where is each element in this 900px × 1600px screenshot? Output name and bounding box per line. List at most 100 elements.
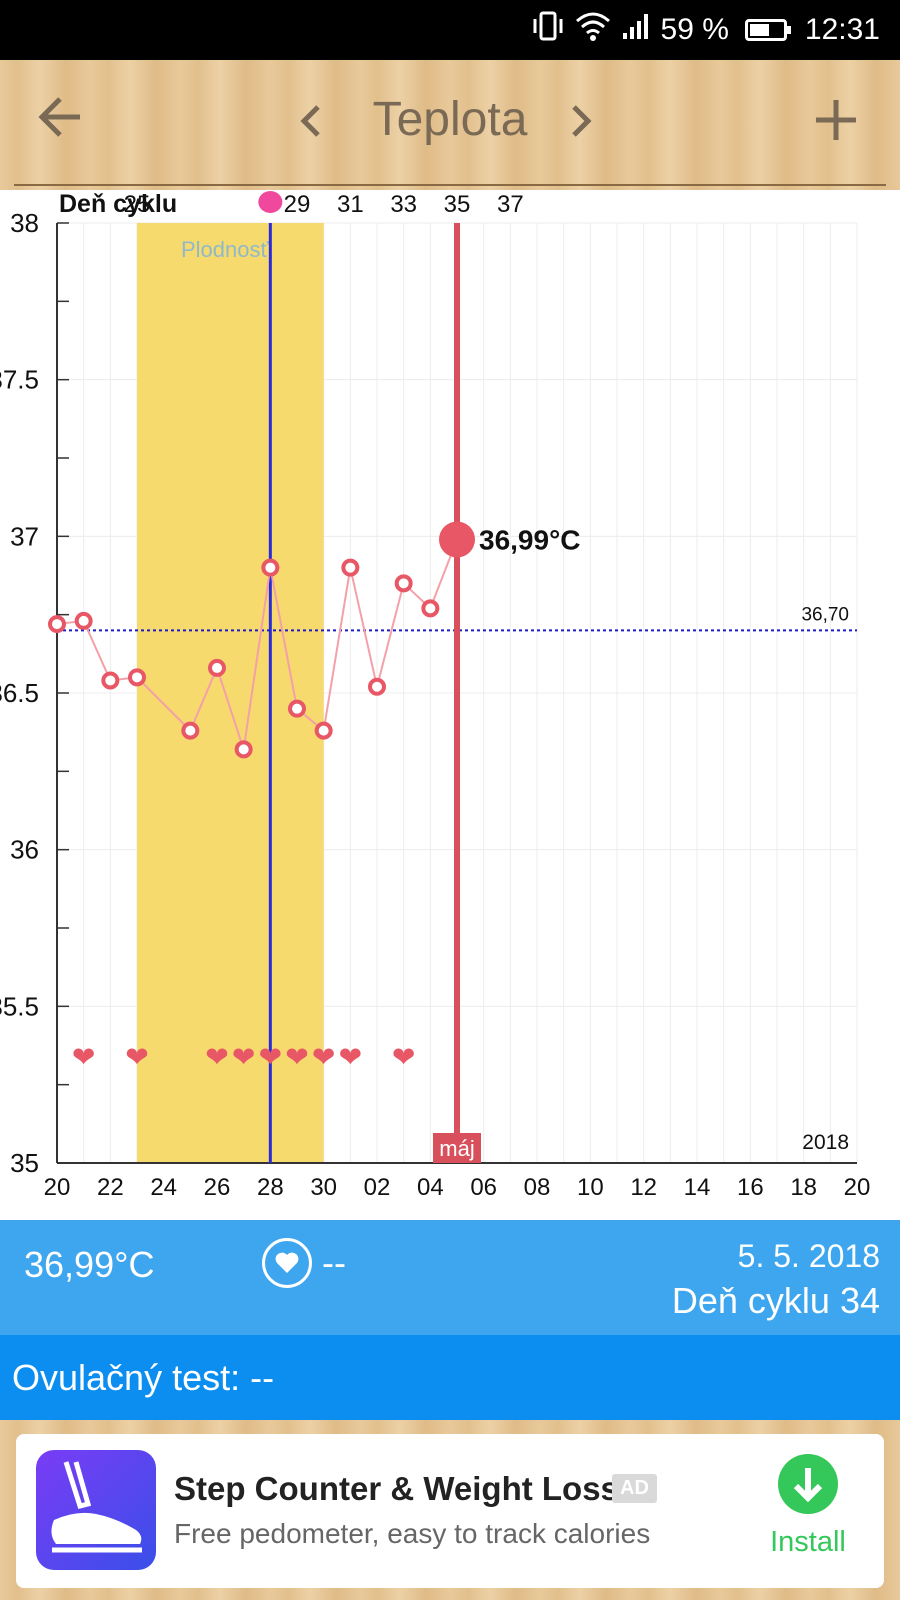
cycle-day: Deň cyklu 34 bbox=[671, 1280, 880, 1321]
x-tick-label: 20 bbox=[844, 1174, 871, 1201]
cycle-day-tick: 35 bbox=[444, 191, 471, 218]
install-button[interactable]: Install bbox=[770, 1526, 846, 1558]
x-tick-label: 16 bbox=[737, 1174, 764, 1201]
heart-icon[interactable] bbox=[262, 1238, 312, 1288]
x-tick-label: 04 bbox=[417, 1174, 444, 1201]
wifi-icon bbox=[575, 11, 611, 49]
cycle-day-tick: 31 bbox=[337, 191, 364, 218]
download-icon[interactable] bbox=[778, 1454, 838, 1514]
temperature-point bbox=[181, 721, 200, 740]
fertility-label: Plodnosť bbox=[181, 237, 270, 262]
intercourse-heart-icon: ❤ bbox=[259, 1040, 282, 1073]
x-tick-label: 14 bbox=[684, 1174, 711, 1201]
temperature-chart[interactable]: Plodnosť 35 35.5 36 36.5 37 37.5 38 20 22 24 26 28 30… bbox=[0, 190, 900, 1220]
prev-button[interactable] bbox=[298, 98, 324, 150]
intercourse-heart-icon: ❤ bbox=[232, 1040, 255, 1073]
battery-text: 59 % bbox=[660, 13, 729, 46]
status-bar: 59 % 12:31 bbox=[0, 0, 900, 60]
cycle-day-tick: 25 bbox=[124, 191, 151, 218]
x-tick-label: 18 bbox=[790, 1174, 817, 1201]
chevron-left-icon bbox=[300, 105, 320, 137]
month-badge bbox=[433, 1133, 481, 1163]
temperature-point bbox=[368, 677, 386, 696]
page-title: Teplota bbox=[372, 93, 528, 146]
toolbar: Teplota bbox=[0, 60, 900, 190]
sneaker-icon[interactable] bbox=[36, 1450, 156, 1570]
temperature-point bbox=[101, 671, 120, 690]
add-button[interactable] bbox=[814, 98, 858, 151]
info-bar: 36,99°C -- 5. 5. 2018 Deň cyklu 34 bbox=[0, 1220, 900, 1335]
x-tick-label: 20 bbox=[44, 1174, 71, 1201]
temperature-point bbox=[314, 721, 333, 740]
year-label: 2018 bbox=[802, 1131, 849, 1154]
ad-description: Free pedometer, easy to track calories bbox=[174, 1518, 651, 1549]
cycle-day-tick: 29 bbox=[284, 191, 311, 218]
x-tick-label: 12 bbox=[630, 1174, 657, 1201]
month-label: máj bbox=[439, 1136, 474, 1161]
chart-svg[interactable]: Plodnosť 35 35.5 36 36.5 37 37.5 38 20 22 24 26 28 30… bbox=[0, 190, 900, 1220]
cycle-day-label: Deň cyklu bbox=[59, 190, 177, 218]
y-tick-label: 35.5 bbox=[0, 991, 39, 1021]
x-tick-label: 26 bbox=[204, 1174, 231, 1201]
chevron-right-icon bbox=[572, 105, 592, 137]
x-tick-label: 08 bbox=[524, 1174, 551, 1201]
ad-badge: AD bbox=[612, 1474, 657, 1503]
temperature-point bbox=[394, 574, 413, 593]
y-tick-label: 38 bbox=[10, 208, 39, 238]
fertility-window bbox=[137, 223, 324, 1163]
back-button[interactable] bbox=[38, 94, 84, 149]
toolbar-divider bbox=[14, 184, 886, 186]
vibrate-icon bbox=[531, 9, 565, 51]
battery-icon bbox=[744, 19, 791, 41]
heart-value: -- bbox=[322, 1242, 346, 1283]
signal-icon bbox=[621, 11, 651, 49]
plus-icon bbox=[816, 100, 856, 140]
y-tick-label: 37.5 bbox=[0, 365, 39, 395]
clock: 12:31 bbox=[804, 13, 880, 46]
ovulation-egg-icon bbox=[258, 191, 283, 213]
x-tick-label: 10 bbox=[577, 1174, 604, 1201]
y-tick-label: 36 bbox=[10, 835, 39, 865]
next-button[interactable] bbox=[568, 98, 594, 150]
heart-glyph bbox=[275, 1252, 299, 1273]
selected-point bbox=[439, 521, 475, 558]
x-tick-label: 22 bbox=[97, 1174, 124, 1201]
intercourse-heart-icon: ❤ bbox=[285, 1040, 308, 1073]
battery-fill bbox=[749, 24, 769, 36]
ad-banner: Step Counter & Weight Loss AD Free pedom… bbox=[0, 1420, 900, 1600]
temperature-point bbox=[421, 599, 440, 618]
ovulation-test-bar[interactable]: Ovulačný test: -- bbox=[0, 1335, 900, 1420]
temperature-point bbox=[208, 658, 226, 677]
intercourse-heart-icon: ❤ bbox=[205, 1040, 228, 1073]
arrow-left-icon bbox=[38, 97, 80, 137]
selected-point-label: 36,99°C bbox=[479, 524, 581, 555]
y-tick-label: 35 bbox=[10, 1148, 39, 1178]
temperature-point bbox=[261, 558, 280, 577]
y-tick-label: 37 bbox=[10, 521, 39, 551]
selected-temperature: 36,99°C bbox=[24, 1244, 155, 1285]
temperature-point bbox=[74, 611, 93, 630]
intercourse-heart-icon: ❤ bbox=[72, 1040, 95, 1073]
status-icons: 59 % 12:31 bbox=[531, 0, 880, 60]
intercourse-heart-icon: ❤ bbox=[392, 1040, 415, 1073]
x-tick-label: 30 bbox=[310, 1174, 337, 1201]
ad-card[interactable]: Step Counter & Weight Loss AD Free pedom… bbox=[16, 1434, 884, 1588]
selected-date: 5. 5. 2018 bbox=[737, 1238, 880, 1274]
x-tick-label: 24 bbox=[150, 1174, 177, 1201]
intercourse-heart-icon: ❤ bbox=[125, 1040, 148, 1073]
x-tick-label: 06 bbox=[470, 1174, 497, 1201]
intercourse-heart-icon: ❤ bbox=[312, 1040, 335, 1073]
cycle-day-tick: 37 bbox=[497, 191, 524, 218]
intercourse-heart-icon: ❤ bbox=[339, 1040, 362, 1073]
temperature-point bbox=[128, 668, 146, 687]
temperature-point bbox=[48, 615, 66, 634]
x-tick-label: 02 bbox=[364, 1174, 391, 1201]
coverline-label: 36,70 bbox=[801, 604, 849, 625]
ad-title[interactable]: Step Counter & Weight Loss bbox=[174, 1470, 619, 1507]
x-tick-label: 28 bbox=[257, 1174, 284, 1201]
cycle-day-tick: 33 bbox=[390, 191, 417, 218]
y-tick-label: 36.5 bbox=[0, 678, 39, 708]
temperature-point bbox=[341, 558, 360, 577]
temperature-point bbox=[234, 740, 253, 759]
temperature-point bbox=[288, 699, 306, 718]
